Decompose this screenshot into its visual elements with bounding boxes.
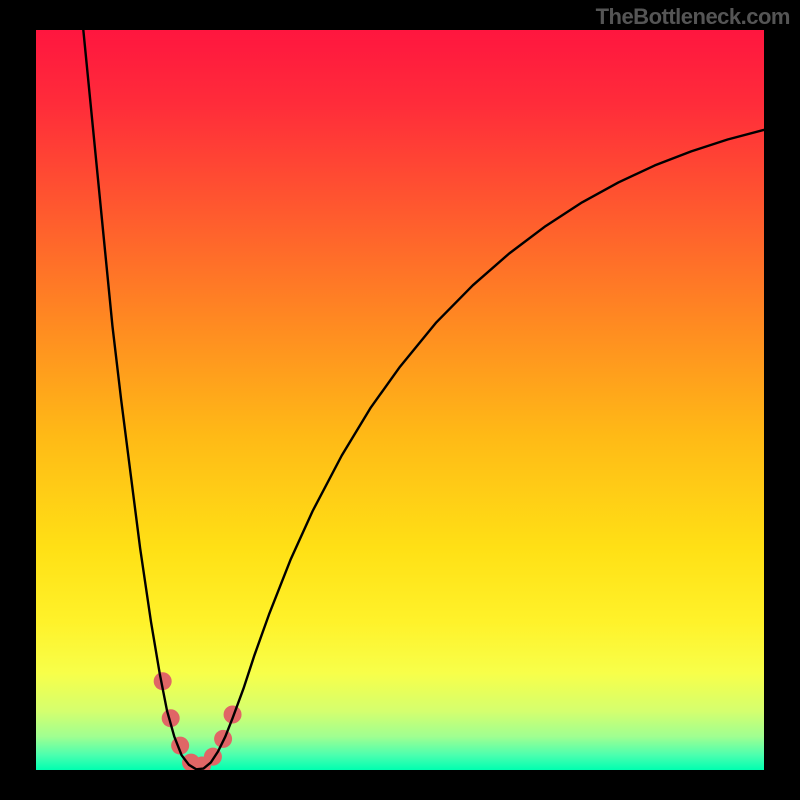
plot-background: [36, 30, 764, 770]
watermark-text: TheBottleneck.com: [596, 4, 790, 30]
bottleneck-chart: [0, 0, 800, 800]
chart-container: { "watermark": { "text": "TheBottleneck.…: [0, 0, 800, 800]
